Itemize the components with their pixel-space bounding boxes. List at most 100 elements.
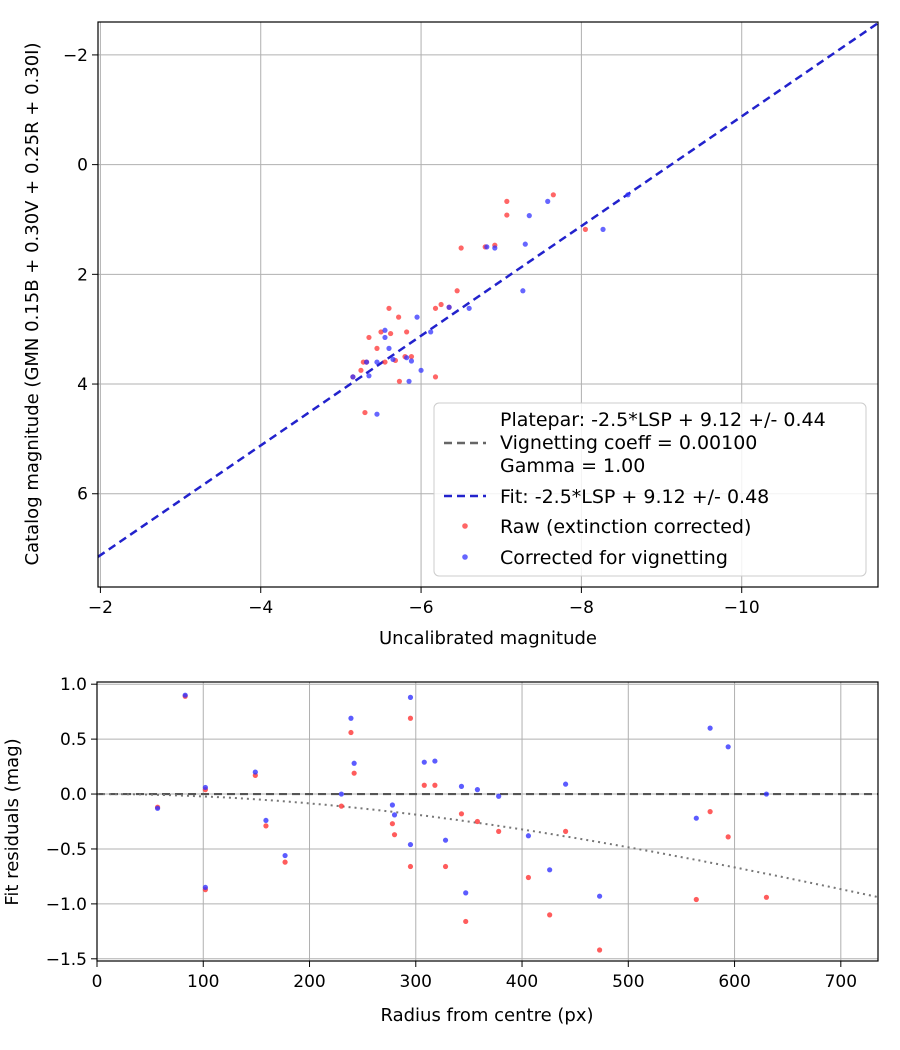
- legend: Platepar: -2.5*LSP + 9.12 +/- 0.44 Vigne…: [433, 402, 867, 577]
- corrected-point: [414, 314, 420, 320]
- top-x-tick-label: −2: [88, 598, 113, 618]
- raw-point: [358, 367, 364, 373]
- top-fit-line-group: [97, 22, 879, 558]
- residual-raw-point: [442, 863, 449, 870]
- residual-corrected-point: [389, 802, 395, 808]
- residual-corrected-point: [407, 841, 414, 848]
- vignetting-curve: [97, 793, 879, 899]
- residual-raw-point: [391, 832, 398, 838]
- bottom-x-tick-label: 0: [92, 972, 103, 992]
- corrected-point: [492, 245, 498, 251]
- corrected-point: [406, 378, 412, 384]
- raw-point: [550, 192, 556, 198]
- corrected-point: [404, 355, 410, 361]
- residual-corrected-point: [474, 787, 481, 793]
- corrected-point: [382, 334, 388, 341]
- residual-raw-point: [496, 828, 502, 834]
- residual-corrected-point: [202, 784, 208, 791]
- bottom-x-tick-label: 400: [506, 972, 538, 992]
- raw-point: [458, 245, 464, 251]
- raw-point: [374, 345, 380, 351]
- legend-corrected-label: Corrected for vignetting: [500, 547, 728, 569]
- residual-raw-point: [474, 818, 481, 825]
- raw-point: [382, 359, 388, 365]
- corrected-point: [484, 244, 490, 250]
- corrected-point: [363, 359, 370, 365]
- top-y-tick-label: −2: [63, 46, 88, 66]
- top-chart: −2 −4 −6 −8 −10 −2 0 2 4 6 Uncalibrated magnitude…: [22, 21, 879, 649]
- residual-raw-point: [338, 803, 344, 809]
- residual-raw-point: [458, 811, 465, 817]
- top-x-tick-label: −4: [248, 598, 273, 618]
- raw-point: [388, 330, 394, 337]
- bottom-x-tick-label: 200: [293, 972, 325, 992]
- top-y-tick-label: 2: [77, 265, 88, 285]
- residual-raw-point: [563, 828, 569, 834]
- corrected-point: [520, 288, 526, 294]
- corrected-point: [374, 359, 380, 365]
- corrected-point: [366, 373, 372, 379]
- legend-platepar-line3: Gamma = 1.00: [500, 455, 645, 477]
- residual-raw-point: [597, 947, 603, 953]
- bottom-x-tick-label: 700: [825, 972, 857, 992]
- corrected-point: [522, 241, 528, 247]
- residual-corrected-point: [407, 694, 414, 700]
- residual-raw-point: [763, 894, 770, 900]
- residual-raw-point: [463, 918, 469, 925]
- residual-raw-point: [725, 834, 731, 840]
- raw-point: [504, 212, 510, 218]
- residual-raw-point: [525, 874, 532, 881]
- residual-corrected-point: [763, 791, 770, 797]
- top-y-tick-label: 6: [77, 485, 88, 505]
- raw-point: [408, 354, 415, 360]
- residual-raw-point: [407, 715, 414, 721]
- legend-platepar-line2: Vignetting coeff = 0.00100: [500, 432, 757, 454]
- raw-point: [582, 226, 588, 232]
- legend-box: [433, 402, 867, 577]
- raw-point: [396, 314, 402, 320]
- top-x-tick-label: −10: [724, 598, 760, 618]
- corrected-point: [466, 305, 472, 311]
- bottom-y-tick-label: 0.5: [60, 730, 87, 750]
- residual-raw-point: [263, 823, 269, 829]
- residual-corrected-point: [348, 715, 354, 721]
- residual-raw-point: [282, 859, 288, 865]
- residual-corrected-point: [432, 758, 438, 764]
- raw-point: [438, 301, 444, 308]
- bottom-y-tick-label: −1.5: [46, 950, 87, 970]
- legend-platepar-line1: Platepar: -2.5*LSP + 9.12 +/- 0.44: [500, 409, 826, 431]
- bottom-y-tick-label: −1.0: [46, 895, 87, 915]
- residual-corrected-point: [525, 833, 532, 839]
- residual-corrected-point: [597, 893, 603, 899]
- residual-corrected-point: [725, 744, 731, 750]
- corrected-point: [600, 226, 606, 232]
- corrected-point: [382, 327, 388, 333]
- residual-corrected-point: [263, 817, 269, 824]
- residual-raw-point: [348, 729, 354, 736]
- bottom-ticks: 0 100 200 300 400 500 600 700 1.0 0.5 0.0 −0.5 −1.0 −…: [46, 675, 857, 992]
- corrected-point: [428, 329, 434, 335]
- residual-raw-point: [707, 809, 713, 815]
- bottom-y-tick-label: 1.0: [60, 675, 87, 695]
- top-points: [350, 192, 631, 417]
- bottom-y-tick-label: 0.0: [60, 785, 87, 805]
- top-x-tick-label: −8: [569, 598, 594, 618]
- top-ticks: −2 −4 −6 −8 −10 −2 0 2 4 6: [63, 46, 760, 618]
- residual-corrected-point: [707, 725, 713, 731]
- residual-corrected-point: [182, 692, 188, 698]
- bottom-x-axis-label: Radius from centre (px): [380, 1005, 593, 1026]
- residual-corrected-point: [391, 812, 398, 818]
- legend-raw-marker: [462, 523, 468, 529]
- residual-raw-point: [432, 782, 438, 788]
- residual-raw-point: [693, 896, 699, 903]
- corrected-point: [408, 358, 415, 364]
- residual-corrected-point: [463, 890, 469, 896]
- residual-corrected-point: [458, 783, 465, 789]
- residual-corrected-point: [202, 884, 208, 891]
- raw-point: [432, 305, 439, 311]
- corrected-point: [418, 367, 424, 373]
- legend-raw-label: Raw (extinction corrected): [500, 516, 751, 538]
- residual-raw-point: [389, 821, 395, 827]
- bottom-x-tick-label: 300: [400, 972, 432, 992]
- residual-corrected-point: [547, 867, 553, 873]
